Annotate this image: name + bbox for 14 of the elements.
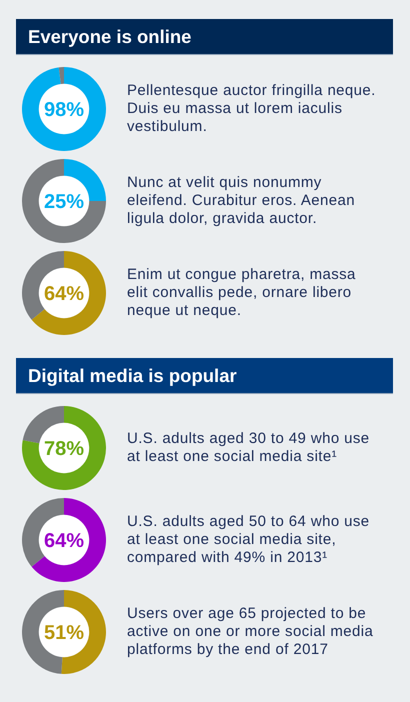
- text: 51%: [44, 622, 84, 644]
- text: 78%: [44, 438, 84, 460]
- chart-title: Digital media is popular: [16, 358, 393, 394]
- text: Nunc at velit quis nonummy eleifend. Curabitur eros. Aenean ligula dolor, gravida auctor.: [127, 174, 356, 228]
- text: 25%: [44, 191, 84, 213]
- text: Enim ut congue pharetra, massa elit convallis pede, ornare libero neque ut neque.: [127, 266, 357, 320]
- text: 64%: [44, 283, 84, 305]
- text: 64%: [44, 530, 84, 552]
- chart-title: Everyone is online: [16, 19, 393, 55]
- text: 98%: [44, 99, 84, 121]
- text: Pellentesque auctor fringilla neque. Duis eu massa ut lorem iaculis vestibulum.: [127, 82, 377, 136]
- text: Users over age 65 projected to be active on one or more social media platforms by the end of 2017: [127, 605, 374, 659]
- text: U.S. adults aged 50 to 64 who use at least one social media site, compared with 49% in 2013¹: [127, 513, 371, 567]
- text: U.S. adults aged 30 to 49 who use at least one social media site¹: [127, 430, 371, 466]
